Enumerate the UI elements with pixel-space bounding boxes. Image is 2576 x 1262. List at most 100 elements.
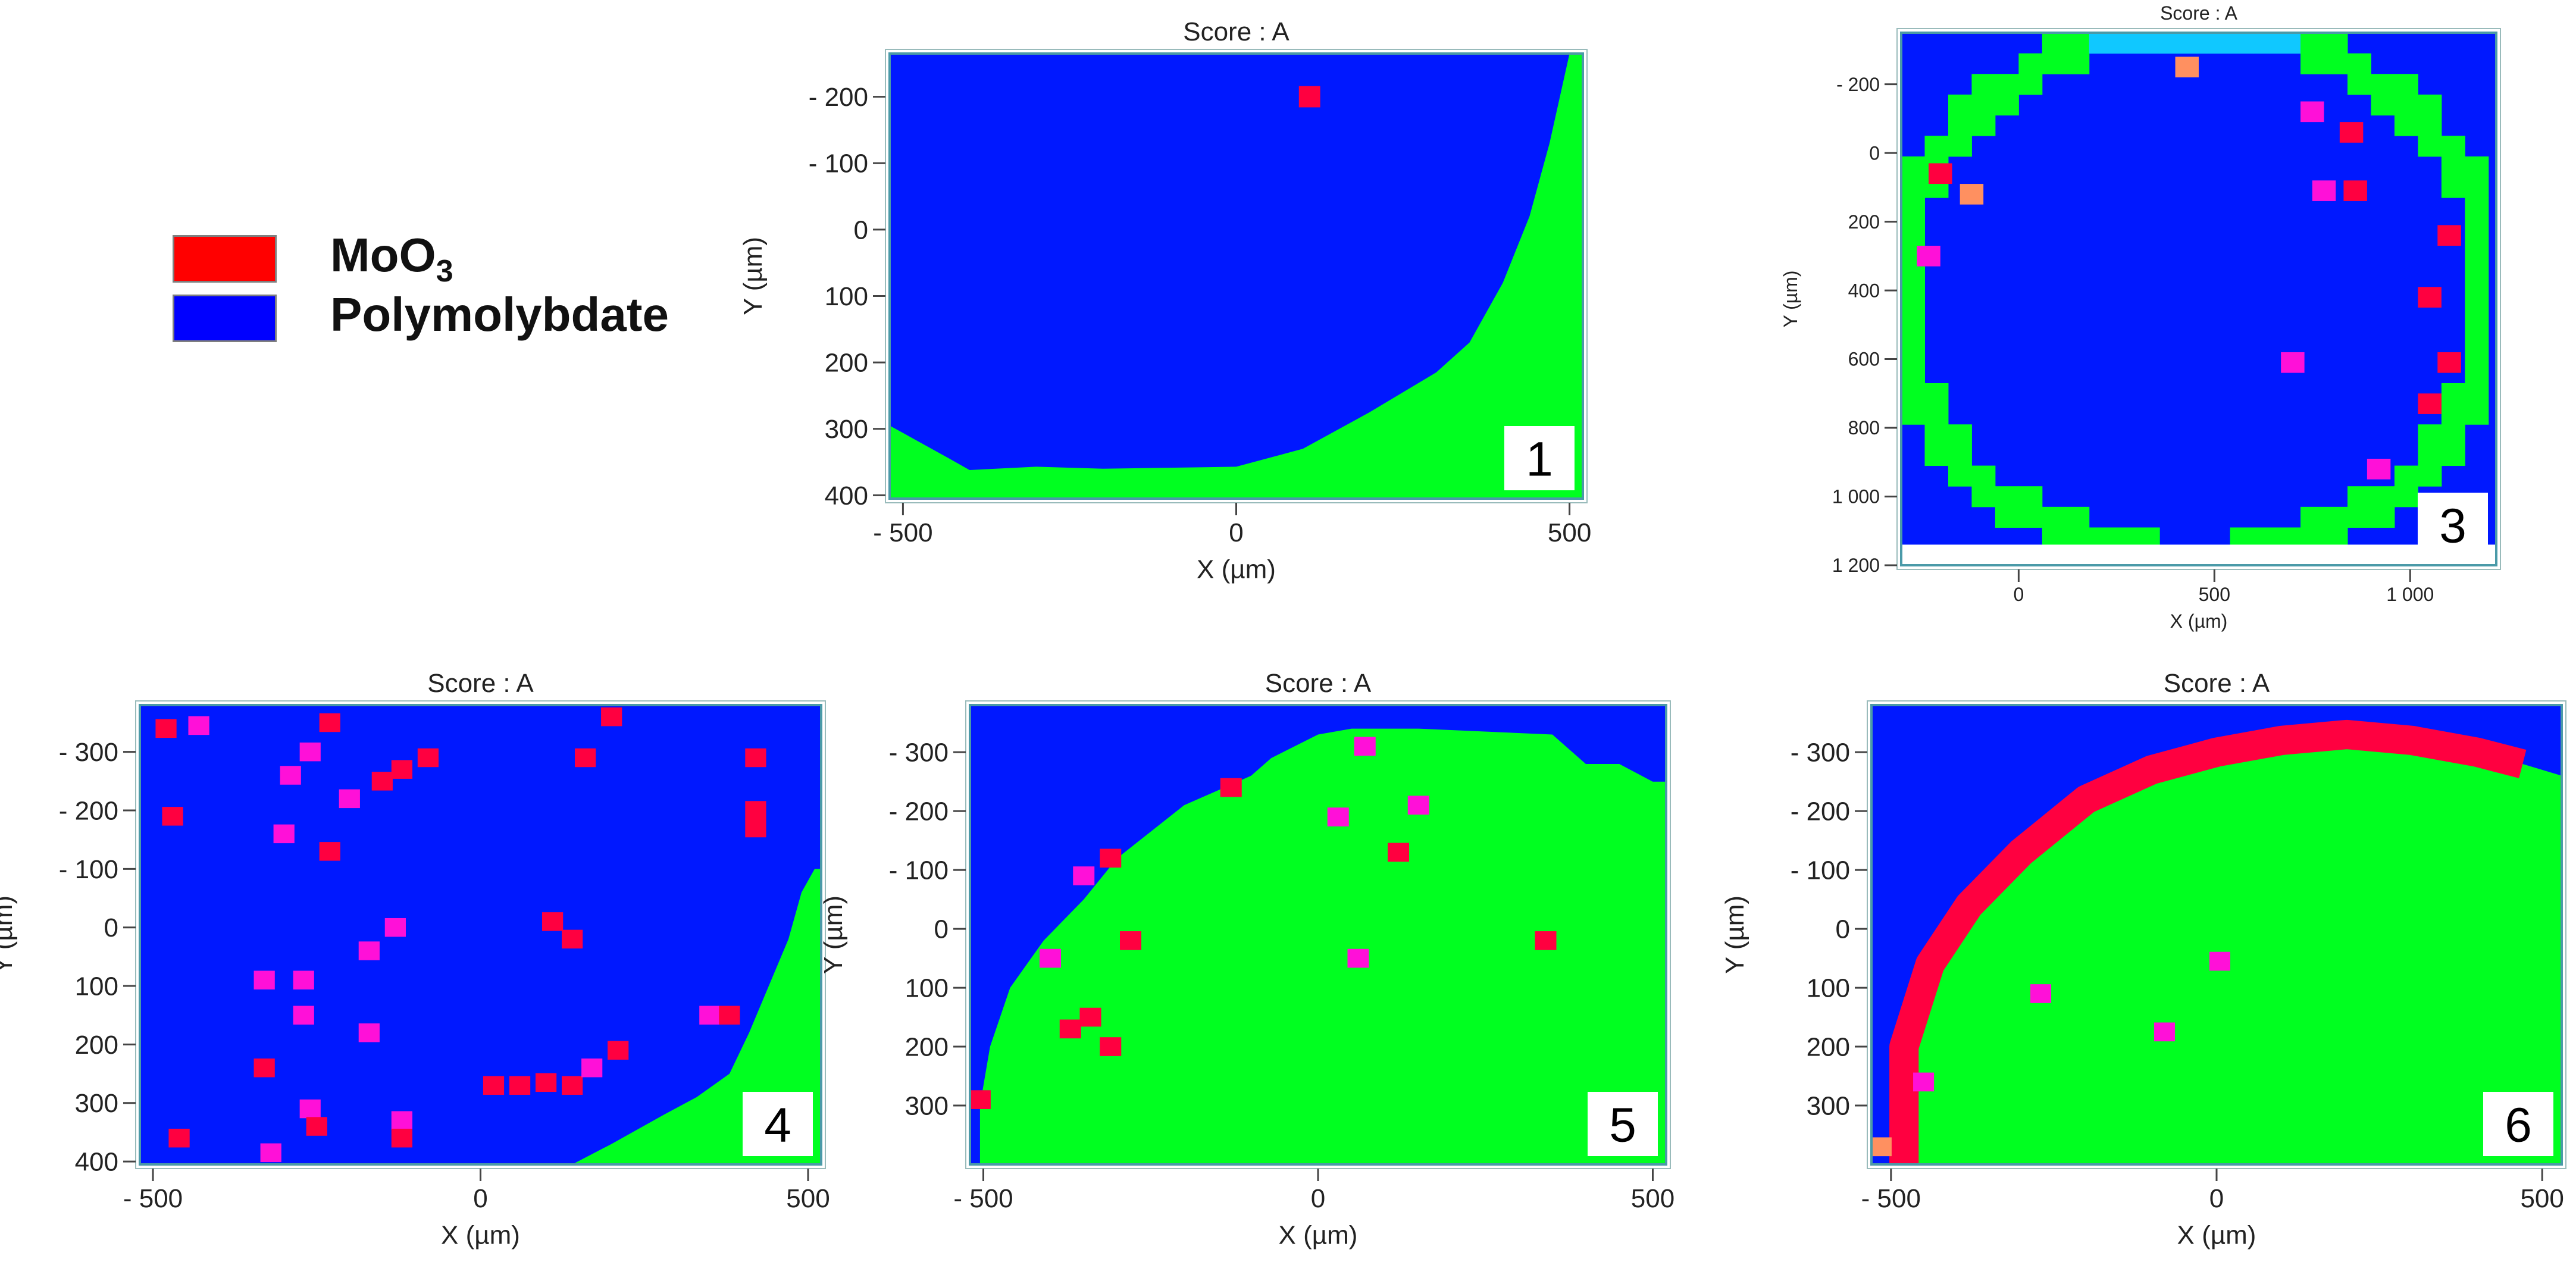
ring-cell [2394, 94, 2418, 116]
ring-cell [1901, 342, 1925, 363]
ring-cell [2018, 486, 2043, 508]
x-tick-label: - 500 [873, 518, 932, 547]
moo3-spot [575, 748, 596, 768]
ring-cell [1995, 74, 2019, 95]
x-tick-label: - 500 [123, 1184, 183, 1213]
y-tick-label: - 300 [1791, 738, 1850, 768]
y-tick-label: 200 [1807, 1032, 1850, 1061]
ring-cell [1948, 424, 1972, 446]
ring-cell [1995, 506, 2019, 528]
x-tick-label: 500 [1631, 1184, 1674, 1213]
moo3-spot [1407, 796, 1429, 815]
y-axis-label: Y (µm) [1780, 270, 1801, 327]
ring-cell [2042, 33, 2066, 54]
moo3-spot [1100, 848, 1122, 868]
y-tick-label: 200 [75, 1031, 118, 1060]
moo3-spot [1100, 1037, 1122, 1056]
ring-cell [1995, 486, 2019, 508]
moo3-spot [1913, 1072, 1935, 1092]
y-tick-label: 300 [1807, 1091, 1850, 1120]
chart-title-3: Score : A [2160, 2, 2238, 24]
moo3-spot [2209, 951, 2230, 971]
moo3-spot [1535, 931, 1557, 950]
ring-cell [1995, 94, 2019, 116]
ring-cell [2394, 74, 2418, 95]
ring-cell [2300, 33, 2325, 54]
ring-cell [2183, 33, 2207, 54]
y-tick-label: 600 [1848, 349, 1880, 370]
y-tick-label: 100 [1807, 973, 1850, 1003]
y-axis-label: Y (µm) [1720, 895, 1749, 974]
y-tick-label: - 100 [1791, 856, 1850, 885]
moo3-spot [391, 760, 412, 779]
moo3-spot [188, 716, 209, 735]
plot-outer-frame-3 [1896, 28, 2501, 570]
moo3-spot [1327, 807, 1349, 826]
ring-cell [2418, 115, 2442, 136]
ring-cell [2441, 383, 2465, 405]
plot-frame-1 [888, 52, 1584, 500]
y-tick-label: 300 [75, 1089, 118, 1118]
ring-cell [2206, 33, 2231, 54]
ring-cell [1971, 115, 1996, 136]
y-tick-label: 100 [825, 282, 868, 311]
moo3-spot [2312, 180, 2336, 201]
y-tick-label: 200 [825, 349, 868, 378]
y-axis-label: Y (µm) [0, 895, 18, 974]
ring-cell [2465, 156, 2489, 178]
panel-label-box-5 [1588, 1092, 1658, 1156]
moo3-spot [2418, 393, 2442, 414]
y-tick-label: 800 [1848, 417, 1880, 439]
ring-cell [2347, 53, 2371, 74]
ring-cell [1924, 403, 1949, 425]
ring-cell [2324, 506, 2348, 528]
moo3-spot [601, 707, 622, 726]
ring-cell [1924, 424, 1949, 446]
y-tick-label: - 200 [809, 83, 868, 112]
ring-cell [2394, 115, 2418, 136]
y-tick-label: 400 [75, 1147, 118, 1176]
panel-label-box-6 [2483, 1092, 2553, 1156]
y-tick-label: 1 200 [1832, 555, 1880, 576]
plot-area-5 [970, 705, 1666, 1164]
ring-cell [2465, 177, 2489, 198]
ring-cell [2465, 239, 2489, 260]
ring-cell [2371, 74, 2395, 95]
ring-cell [1901, 383, 1925, 405]
moo3-spot [1059, 1019, 1081, 1039]
y-tick-label: 0 [934, 915, 949, 944]
moo3-spot [699, 1006, 721, 1025]
panel-label-box-3 [2418, 493, 2488, 557]
moo3-spot [339, 789, 360, 809]
moo3-spot [253, 1058, 275, 1078]
y-axis-label: Y (µm) [738, 237, 768, 315]
moo3-spot [391, 1111, 412, 1130]
ring-cell [1971, 74, 1996, 95]
ring-cell [1901, 280, 1925, 301]
x-tick-label: 500 [786, 1184, 830, 1213]
ring-cell [2465, 259, 2489, 281]
y-tick-label: - 200 [59, 796, 118, 825]
moo3-spot [273, 824, 295, 844]
moo3-spot [719, 1006, 740, 1025]
chart-title-1: Score : A [1183, 17, 1289, 46]
ring-cell [2394, 486, 2418, 508]
ring-cell [2441, 403, 2465, 425]
moo3-spot [1917, 246, 1940, 267]
ring-cell [1924, 136, 1949, 157]
moo3-spot [280, 766, 301, 785]
moo3-spot [299, 742, 321, 762]
plot-area-1 [890, 54, 1583, 499]
ring-cell [2347, 74, 2371, 95]
ring-cell [2253, 33, 2278, 54]
y-tick-label: - 200 [1791, 797, 1850, 826]
ring-cell [2418, 424, 2442, 446]
moo3-spot [168, 1129, 190, 1148]
moo3-spot [293, 1006, 314, 1025]
panel-label-box-1 [1504, 426, 1575, 490]
legend-swatch-moo3 [173, 235, 277, 283]
y-tick-label: 0 [854, 215, 868, 245]
blank-area-3 [1901, 544, 2496, 565]
ring-cell [2441, 136, 2465, 157]
